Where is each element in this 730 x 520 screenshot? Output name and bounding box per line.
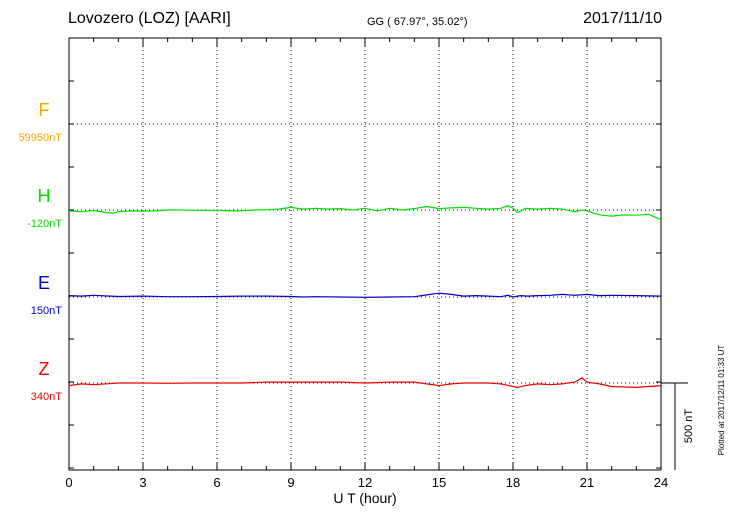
x-tick-label: 15 bbox=[432, 475, 446, 490]
x-tick-label: 12 bbox=[358, 475, 372, 490]
axis-ticks bbox=[68, 38, 662, 470]
scale-bar bbox=[661, 382, 688, 470]
coordinates-label: GG ( 67.97°, 35.02°) bbox=[367, 16, 468, 28]
grid-lines bbox=[69, 38, 661, 470]
x-tick-label: 0 bbox=[65, 475, 72, 490]
x-tick-label: 6 bbox=[213, 475, 220, 490]
series-name-label: E bbox=[38, 273, 50, 293]
series-baseline-label: -120nT bbox=[27, 218, 62, 230]
x-axis-label: U T (hour) bbox=[333, 490, 396, 506]
scale-bar-label: 500 nT bbox=[683, 409, 695, 444]
series-line-h bbox=[68, 205, 662, 221]
date-label: 2017/11/10 bbox=[583, 10, 662, 27]
x-tick-label: 18 bbox=[506, 475, 520, 490]
x-tick-label: 9 bbox=[287, 475, 294, 490]
x-tick-label: 24 bbox=[654, 475, 668, 490]
plotted-timestamp: Plotted at 2017/12/11 01:33 UT bbox=[717, 345, 726, 456]
x-tick-label: 3 bbox=[139, 475, 146, 490]
series-baseline-label: 59950nT bbox=[19, 132, 63, 144]
station-title: Lovozero (LOZ) [AARI] bbox=[68, 10, 231, 27]
x-tick-labels: 0 3 6 9 12 15 18 21 24 bbox=[65, 475, 668, 490]
series-lines bbox=[68, 205, 662, 389]
series-name-label: H bbox=[38, 186, 51, 206]
series-line-e bbox=[68, 292, 662, 298]
series-line-z bbox=[68, 377, 662, 389]
series-name-label: Z bbox=[39, 359, 50, 379]
x-tick-label: 21 bbox=[580, 475, 594, 490]
series-baseline-label: 150nT bbox=[31, 305, 62, 317]
series-baseline-label: 340nT bbox=[31, 391, 62, 403]
series-name-label: F bbox=[39, 100, 50, 120]
series-labels: F 59950nT H -120nT E 150nT Z 340nT bbox=[19, 100, 63, 403]
